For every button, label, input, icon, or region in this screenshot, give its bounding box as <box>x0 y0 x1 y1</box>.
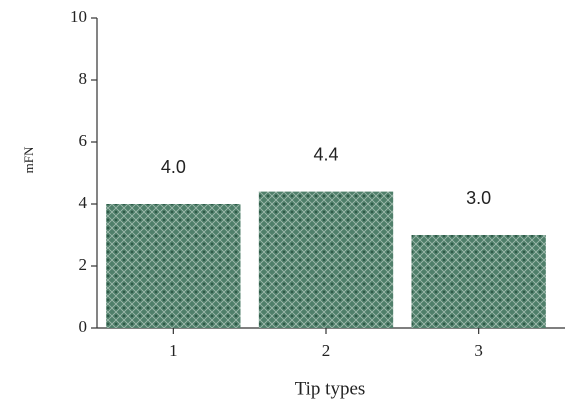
value-label: 4.0 <box>161 157 186 177</box>
y-tick-label: 8 <box>79 69 88 88</box>
value-label: 4.4 <box>313 144 338 164</box>
value-label: 3.0 <box>466 188 491 208</box>
y-axis-label: mFN <box>21 146 36 173</box>
x-axis-label: Tip types <box>295 378 366 399</box>
x-tick-label: 2 <box>322 341 331 360</box>
y-tick-label: 0 <box>79 317 88 336</box>
y-tick-label: 2 <box>79 255 88 274</box>
y-tick-label: 4 <box>79 193 88 212</box>
bar <box>411 235 546 328</box>
x-tick-label: 3 <box>474 341 483 360</box>
bar <box>106 204 241 328</box>
y-tick-label: 10 <box>70 7 87 26</box>
x-tick-label: 1 <box>169 341 178 360</box>
bar <box>258 191 394 328</box>
y-tick-label: 6 <box>79 131 88 150</box>
